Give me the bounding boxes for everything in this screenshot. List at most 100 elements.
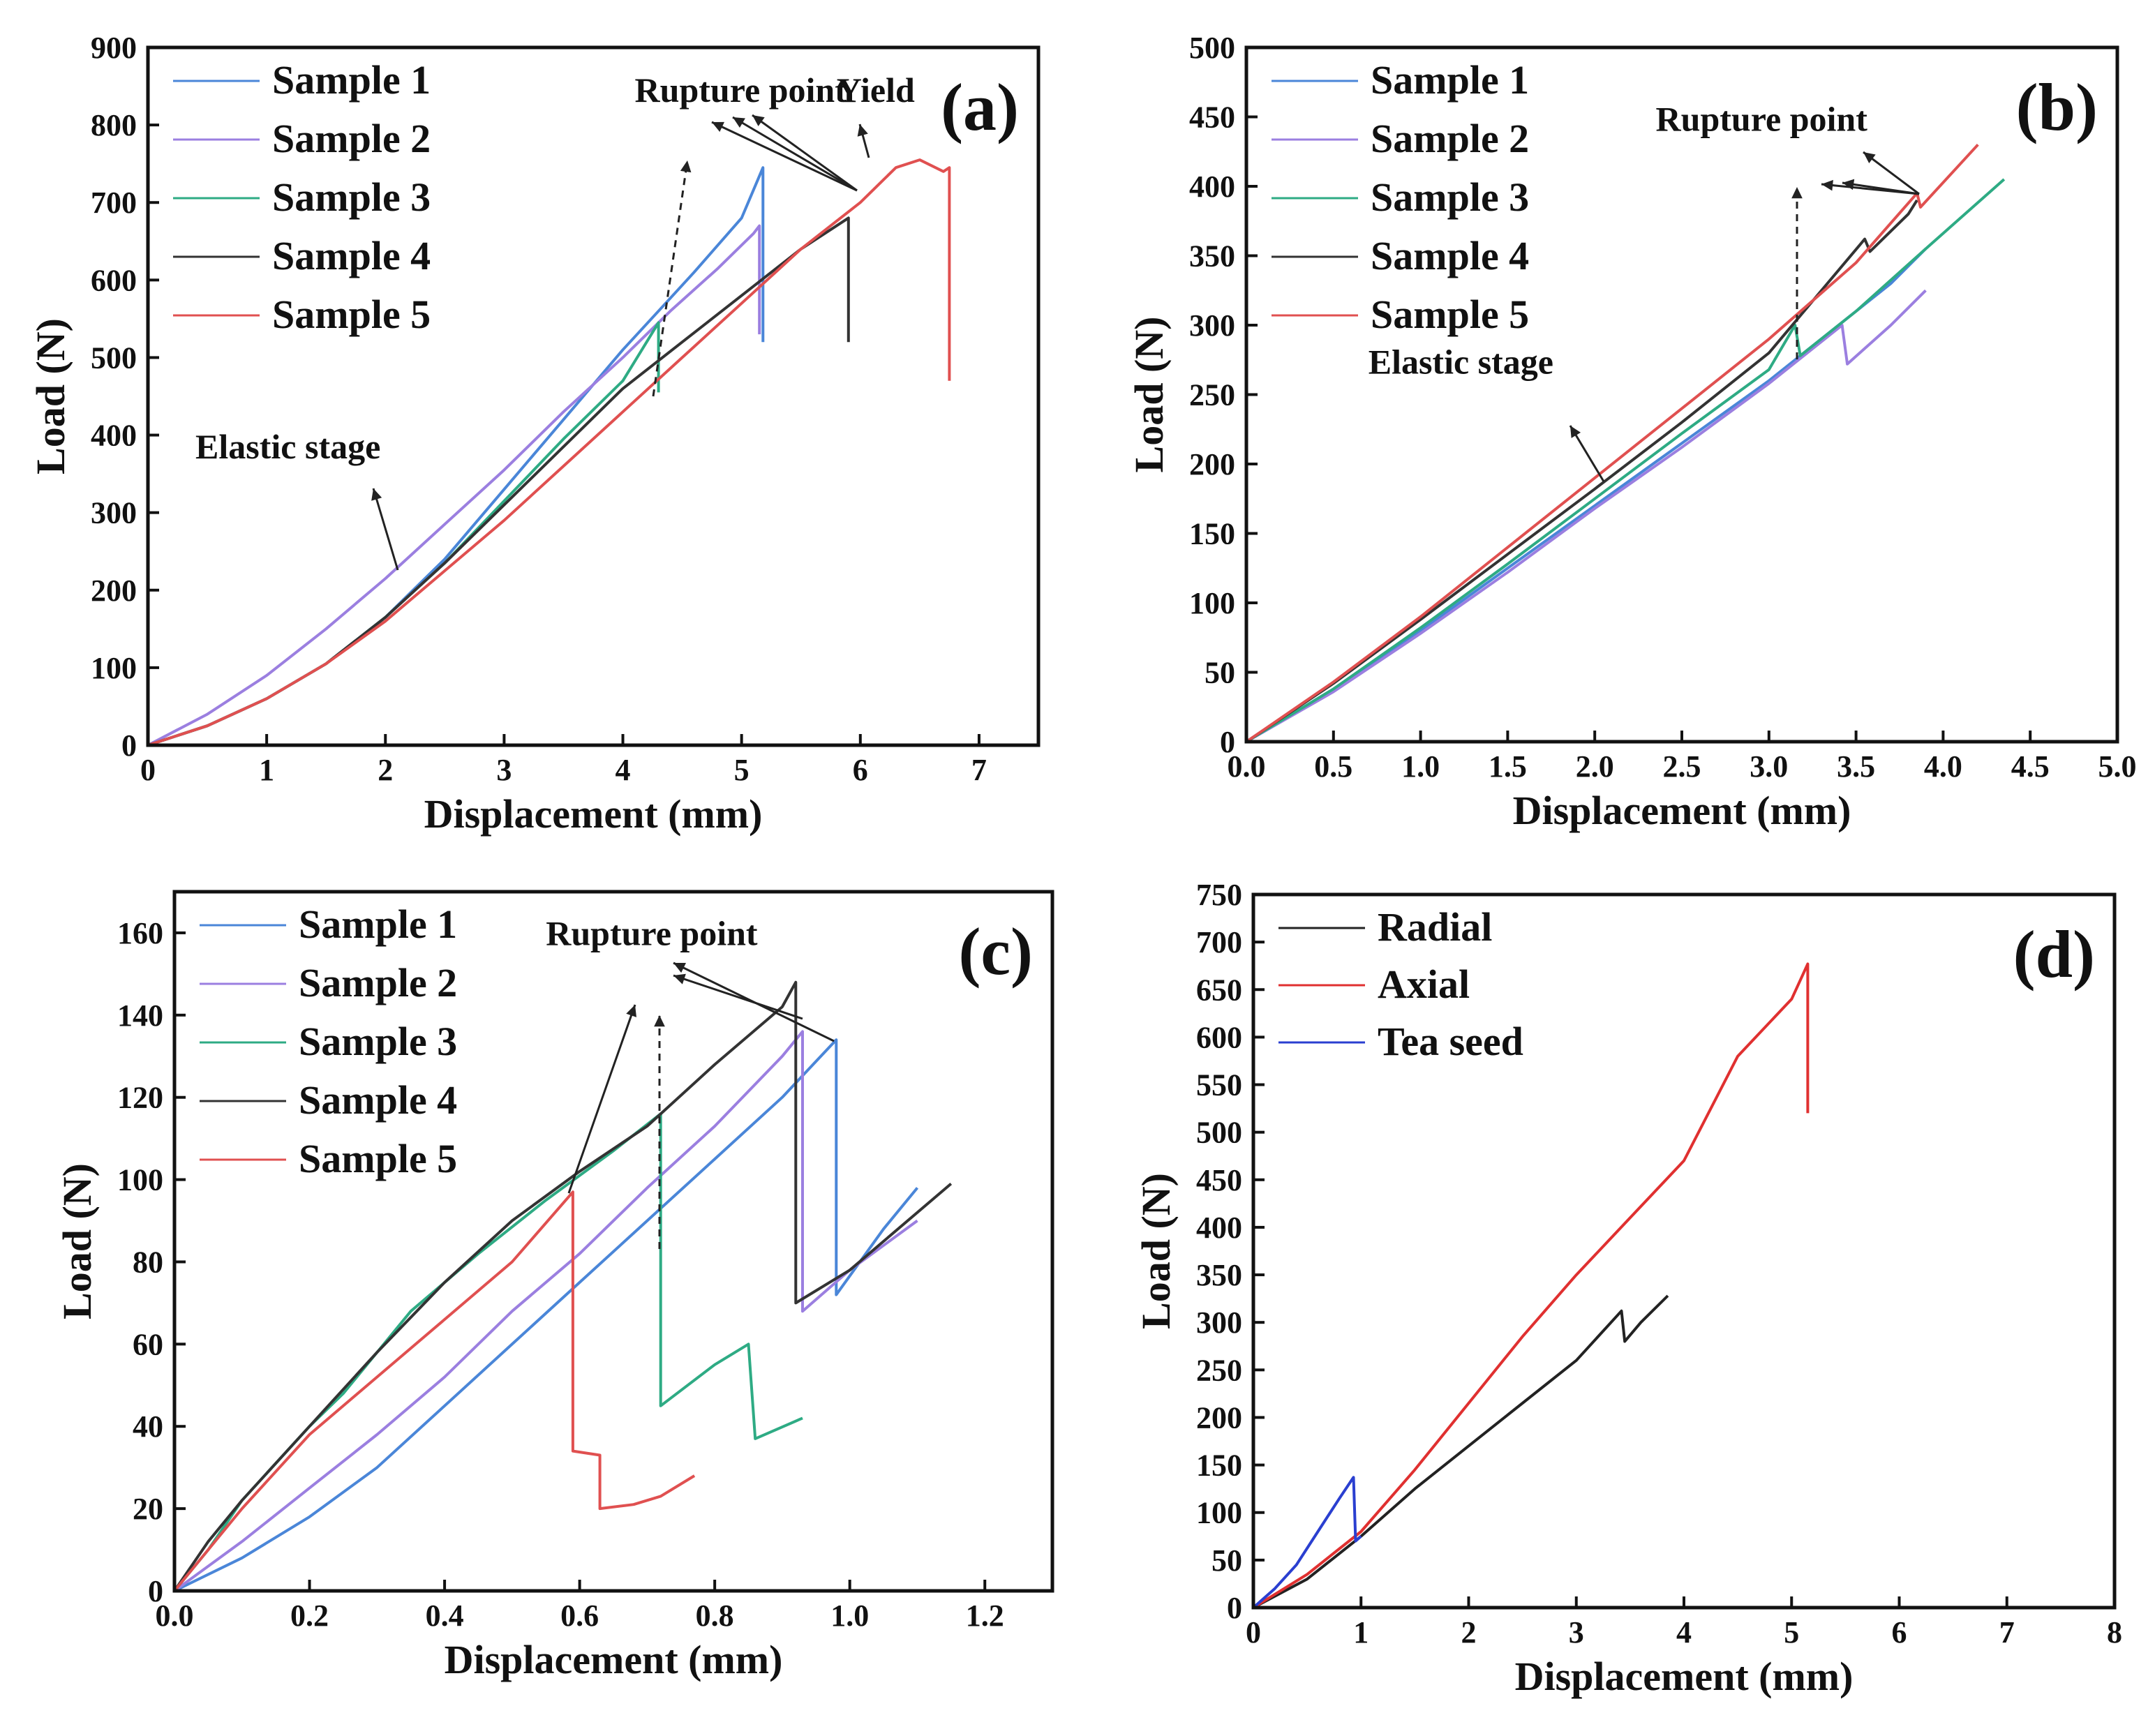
annotation-yield: Yield — [837, 70, 915, 110]
rupture-arrow — [567, 1004, 636, 1194]
y-tick-label: 50 — [1211, 1543, 1242, 1578]
x-axis-title: Displacement (mm) — [424, 791, 763, 837]
x-tick-label: 2 — [378, 753, 393, 787]
x-tick-label: 1 — [1353, 1615, 1369, 1649]
x-tick-label: 3 — [496, 753, 512, 787]
rupture-arrow-head — [1791, 187, 1803, 199]
rupture-arrow — [732, 116, 858, 192]
series-line-sample-4 — [174, 980, 953, 1591]
legend-label: Sample 1 — [1371, 57, 1529, 103]
annotation-rupture-point: Rupture point — [546, 914, 758, 953]
chart-panel-c: 0.0 0.2 0.4 0.6 0.8 1.0 1.2 0 20 40 60 80 100 120 140 1… — [54, 890, 1054, 1682]
y-tick-label: 40 — [133, 1409, 163, 1444]
y-tick-label: 140 — [117, 998, 163, 1033]
y-tick-label: 500 — [1196, 1116, 1242, 1150]
y-tick-label: 150 — [1189, 517, 1235, 551]
yield-arrow-head — [857, 124, 868, 137]
x-tick-label: 7 — [971, 753, 987, 787]
y-axis-title: Load (N) — [1133, 1173, 1179, 1329]
rupture-arrow-head — [1863, 152, 1876, 163]
y-tick-label: 550 — [1196, 1068, 1242, 1102]
annotation-elastic-stage: Elastic stage — [1369, 343, 1553, 382]
y-tick-label: 350 — [1189, 239, 1235, 274]
legend-label: Sample 2 — [272, 116, 431, 161]
rupture-arrow — [673, 974, 803, 1020]
legend-label: Sample 3 — [1371, 174, 1529, 220]
series-line-sample-5 — [148, 158, 951, 745]
legend: Sample 1 Sample 2 Sample 3 Sample 4 Sample 5 — [173, 57, 431, 337]
x-tick-label: 0.0 — [156, 1599, 194, 1633]
x-tick-label: 0.6 — [560, 1599, 599, 1633]
y-tick-label: 900 — [91, 31, 137, 65]
x-tick-label: 1 — [259, 753, 274, 787]
legend-label: Sample 5 — [1371, 292, 1529, 337]
chart-panel-b: 0.0 0.5 1.0 1.5 2.0 2.5 3.0 3.5 4.0 4.5 5.0 0 50 100 1… — [1126, 31, 2137, 833]
rupture-arrow — [752, 114, 858, 192]
legend: Radial Axial Tea seed — [1278, 904, 1523, 1064]
x-tick-label: 0.2 — [290, 1599, 329, 1633]
series-line-sample-3 — [1246, 178, 2006, 742]
panel-label: (c) — [958, 914, 1033, 989]
y-tick-label: 0 — [1220, 725, 1235, 759]
y-tick-label: 250 — [1189, 378, 1235, 412]
series-line-sample-3 — [148, 321, 660, 745]
x-tick-label: 0.0 — [1228, 749, 1266, 784]
series-line-sample-5 — [174, 1190, 696, 1591]
y-tick-label: 150 — [1196, 1449, 1242, 1483]
y-tick-label: 100 — [117, 1163, 163, 1197]
series-line-sample-4 — [1246, 199, 1918, 742]
rupture-arrow — [1821, 183, 1920, 195]
y-tick-label: 400 — [91, 419, 137, 453]
elastic-arrow — [372, 488, 399, 571]
y-tick-label: 50 — [1205, 656, 1235, 690]
plot-frame — [146, 45, 1041, 747]
y-tick-label: 700 — [91, 186, 137, 220]
x-tick-label: 0.8 — [696, 1599, 734, 1633]
y-tick-label: 20 — [133, 1492, 163, 1526]
y-tick-label: 80 — [133, 1245, 163, 1279]
rupture-arrow-head — [626, 1005, 637, 1017]
legend-label: Sample 5 — [272, 292, 431, 337]
series-line-sample-2 — [1246, 289, 1927, 742]
chart-panel-a: 0 1 2 3 4 5 6 7 0 100 200 300 400 500 600 700 800 900 Disp… — [28, 31, 1041, 837]
y-tick-label: 100 — [1196, 1496, 1242, 1530]
x-tick-label: 4.5 — [2011, 749, 2050, 784]
rupture-arrow-head — [752, 115, 765, 126]
y-tick-label: 300 — [1189, 308, 1235, 343]
x-tick-label: 5.0 — [2098, 749, 2137, 784]
legend-label: Sample 3 — [272, 174, 431, 220]
rupture-arrow-head — [712, 121, 724, 132]
y-tick-label: 500 — [1189, 31, 1235, 65]
legend-label: Axial — [1378, 961, 1470, 1007]
legend-label: Sample 1 — [272, 57, 431, 103]
x-tick-label: 0.5 — [1314, 749, 1352, 784]
legend-label: Sample 1 — [299, 901, 457, 947]
x-tick-label: 3.5 — [1837, 749, 1875, 784]
x-tick-label: 1.2 — [966, 1599, 1004, 1633]
x-tick-label: 3 — [1569, 1615, 1584, 1649]
y-tick-label: 300 — [1196, 1305, 1242, 1340]
x-tick-label: 6 — [1892, 1615, 1907, 1649]
rupture-arrow — [652, 160, 689, 397]
y-tick-label: 800 — [91, 108, 137, 142]
legend: Sample 1 Sample 2 Sample 3 Sample 4 Sample 5 — [1272, 57, 1529, 337]
y-tick-label: 650 — [1196, 973, 1242, 1007]
legend-label: Radial — [1378, 904, 1492, 950]
series-line-sample-4 — [148, 216, 850, 745]
x-tick-label: 0.4 — [426, 1599, 464, 1633]
x-axis-title: Displacement (mm) — [445, 1637, 783, 1682]
x-tick-label: 6 — [853, 753, 868, 787]
y-tick-label: 600 — [91, 263, 137, 297]
rupture-arrow-head — [654, 1015, 665, 1027]
legend-label: Sample 2 — [299, 960, 457, 1005]
y-tick-label: 250 — [1196, 1353, 1242, 1387]
x-tick-label: 4 — [616, 753, 631, 787]
x-tick-label: 1.0 — [1401, 749, 1440, 784]
legend-label: Sample 4 — [1371, 233, 1529, 278]
y-tick-label: 160 — [117, 916, 163, 950]
y-tick-label: 500 — [91, 341, 137, 375]
panel-label: (d) — [2013, 917, 2095, 992]
y-tick-label: 200 — [1189, 447, 1235, 481]
rupture-arrow — [711, 121, 858, 192]
y-tick-label: 0 — [148, 1574, 163, 1608]
